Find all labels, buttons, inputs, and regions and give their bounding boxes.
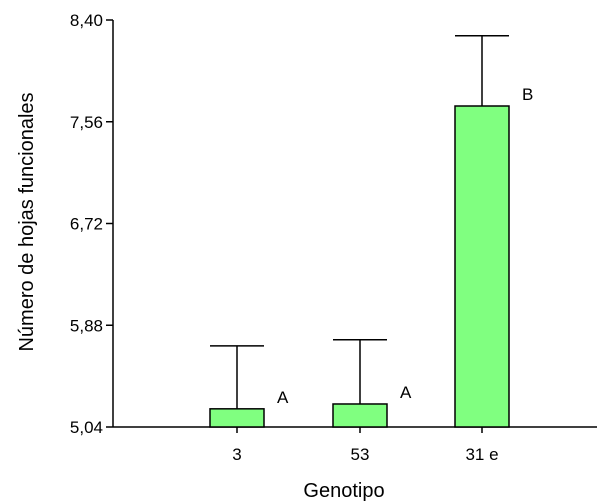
y-axis-title: Número de hojas funcionales [16, 92, 38, 351]
x-axis-title: Genotipo [303, 480, 384, 502]
y-tick-label: 7,56 [70, 113, 103, 132]
bar [332, 403, 388, 428]
x-tick-label: 31 e [465, 445, 498, 464]
x-tick-label: 53 [351, 445, 370, 464]
group-letter: A [400, 383, 412, 402]
group-letter: B [522, 85, 533, 104]
group-letters-layer: A A B [277, 85, 533, 407]
error-bars-layer [210, 34, 509, 409]
y-tick-label: 5,88 [70, 316, 103, 335]
bar [209, 408, 265, 428]
y-tick-label: 6,72 [70, 215, 103, 234]
bar [454, 105, 510, 428]
y-tick-label: 5,04 [70, 418, 103, 437]
x-tick-label: 3 [232, 445, 241, 464]
y-axis: 5,04 5,88 6,72 7,56 8,40 [70, 11, 114, 437]
y-tick-label: 8,40 [70, 11, 103, 30]
group-letter: A [277, 388, 289, 407]
x-axis: 3 53 31 e [113, 426, 597, 464]
